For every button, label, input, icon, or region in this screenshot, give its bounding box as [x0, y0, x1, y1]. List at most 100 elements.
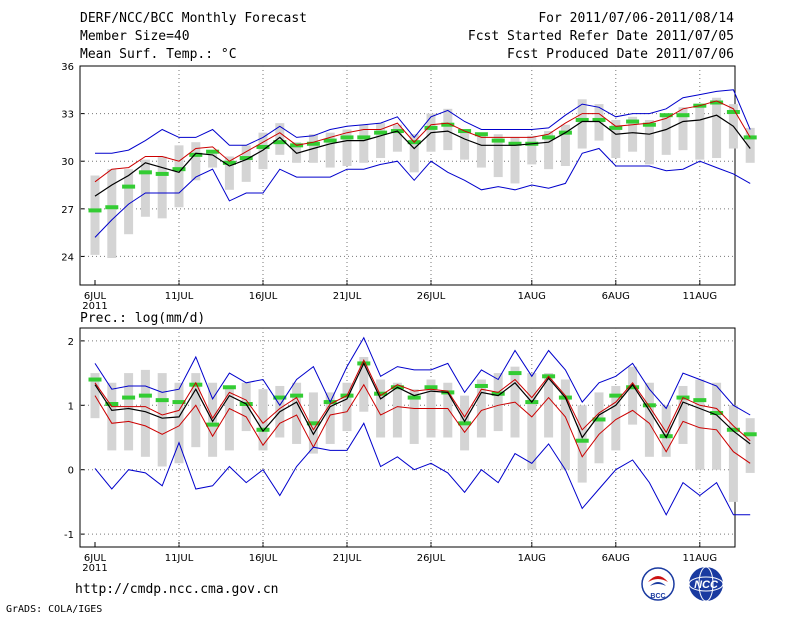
- climate-marker: [508, 371, 522, 376]
- source-url[interactable]: http://cmdp.ncc.cma.gov.cn: [75, 582, 279, 597]
- ensemble-box: [107, 382, 117, 451]
- climate-marker: [122, 395, 136, 400]
- climate-marker: [642, 122, 656, 127]
- ensemble-box: [476, 379, 486, 438]
- climate-marker: [474, 383, 488, 388]
- ensemble-box: [544, 373, 554, 438]
- climate-marker: [609, 393, 623, 398]
- climate-marker: [374, 130, 388, 135]
- climate-marker: [374, 391, 388, 396]
- climate-marker: [138, 170, 152, 175]
- climate-marker: [743, 135, 757, 140]
- precip-label: Prec.: log(mm/d): [80, 311, 206, 326]
- ensemble-box: [191, 373, 201, 448]
- x-tick-year-label: 2011: [82, 301, 107, 312]
- ensemble-box: [443, 382, 453, 438]
- climate-marker: [189, 382, 203, 387]
- ncc-logo-text: NCC: [694, 579, 719, 591]
- produced-date: Fcst Produced Date 2011/07/06: [507, 47, 734, 62]
- ensemble-box: [510, 137, 520, 184]
- ensemble-box: [628, 366, 638, 425]
- ensemble-box: [292, 382, 302, 444]
- ensemble-box: [208, 150, 218, 168]
- ensemble-box: [712, 97, 722, 159]
- climate-marker: [441, 122, 455, 127]
- ensemble-box: [745, 127, 755, 163]
- climate-marker: [743, 432, 757, 437]
- ensemble-box: [409, 134, 419, 173]
- climate-marker: [357, 135, 371, 140]
- ensemble-box: [628, 116, 638, 152]
- member-size: Member Size=40: [80, 29, 190, 44]
- x-tick-label: 26JUL: [417, 553, 446, 564]
- climate-marker: [609, 125, 623, 130]
- climate-marker: [710, 411, 724, 416]
- climate-marker: [575, 438, 589, 443]
- ensemble-box: [124, 169, 134, 235]
- climate-marker: [206, 422, 220, 427]
- variable-label: Mean Surf. Temp.: °C: [80, 47, 237, 62]
- bcc-logo: BCC NCC: [641, 566, 724, 602]
- ensemble-box: [325, 392, 335, 444]
- ensemble-box: [678, 385, 688, 444]
- ensemble-box: [224, 385, 234, 451]
- ensemble-box: [174, 382, 184, 464]
- climate-marker: [726, 110, 740, 115]
- grads-credit: GrADS: COLA/IGES: [6, 604, 103, 615]
- chart-title: DERF/NCC/BCC Monthly Forecast: [80, 11, 307, 26]
- ensemble-box: [577, 99, 587, 149]
- climate-marker: [592, 417, 606, 422]
- ensemble-box: [124, 373, 134, 451]
- logos: BCC NCC: [640, 566, 736, 606]
- x-tick-label: 11JUL: [165, 291, 194, 302]
- climate-marker: [626, 385, 640, 390]
- climate-marker: [491, 138, 505, 143]
- climate-marker: [306, 141, 320, 146]
- ensemble-box: [594, 392, 604, 464]
- ensemble-box: [258, 132, 268, 170]
- ensemble-box: [342, 129, 352, 166]
- climate-marker: [155, 171, 169, 176]
- ensemble-box: [728, 405, 738, 502]
- climate-marker: [407, 395, 421, 400]
- ensemble-box: [140, 159, 150, 217]
- ensemble-box: [560, 124, 570, 166]
- climate-marker: [508, 141, 522, 146]
- climate-marker: [88, 208, 102, 213]
- ensemble-box: [745, 418, 755, 473]
- climate-marker: [659, 113, 673, 118]
- forecast-period: For 2011/07/06-2011/08/14: [538, 11, 734, 26]
- x-tick-label: 21JUL: [333, 553, 362, 564]
- x-tick-label: 26JUL: [417, 291, 446, 302]
- ensemble-box: [174, 145, 184, 208]
- ensemble-box: [476, 135, 486, 168]
- ensemble-box: [258, 389, 268, 451]
- y-tick-label: 30: [61, 157, 74, 168]
- ensemble-box: [577, 405, 587, 483]
- y-tick-label: 33: [61, 110, 74, 121]
- climate-marker: [710, 100, 724, 105]
- ensemble-box: [392, 124, 402, 152]
- climate-marker: [105, 205, 119, 210]
- ensemble-box: [157, 373, 167, 467]
- climate-marker: [693, 398, 707, 403]
- climate-marker: [542, 135, 556, 140]
- series-line-mean: [94, 114, 751, 197]
- y-tick-label: 36: [61, 62, 74, 73]
- climate-marker: [122, 184, 136, 189]
- bcc-logo-text: BCC: [650, 593, 665, 600]
- series-line-max: [95, 89, 751, 154]
- series-line-lower: [94, 383, 751, 464]
- series-line-upper: [94, 359, 751, 442]
- climate-marker: [222, 385, 236, 390]
- x-tick-year-label: 2011: [82, 563, 107, 574]
- ensemble-box: [695, 379, 705, 470]
- climate-marker: [642, 403, 656, 408]
- x-tick-label: 6AUG: [602, 553, 630, 564]
- climate-marker: [256, 427, 270, 432]
- climate-marker: [256, 144, 270, 149]
- climate-marker: [273, 395, 287, 400]
- y-tick-label: 24: [61, 252, 74, 263]
- x-tick-label: 11AUG: [682, 553, 717, 564]
- climate-marker: [458, 421, 472, 426]
